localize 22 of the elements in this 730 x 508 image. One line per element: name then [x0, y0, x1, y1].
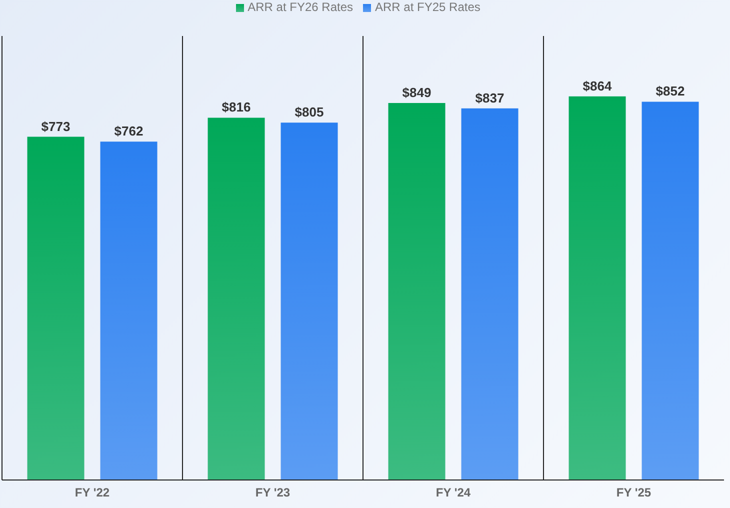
data-label: $773 [41, 118, 70, 134]
data-label: $816 [222, 100, 251, 115]
legend-label: ARR at FY26 Rates [248, 0, 353, 14]
data-label: $805 [294, 104, 324, 120]
data-label: $849 [402, 85, 432, 100]
bar [388, 103, 446, 480]
bar [642, 102, 699, 480]
x-tick-label: FY '25 [616, 486, 652, 500]
legend-label: ARR at FY25 Rates [375, 0, 480, 14]
data-label: $864 [582, 78, 612, 94]
bar [280, 122, 338, 480]
x-tick-label: FY '23 [255, 486, 290, 500]
bar [27, 136, 84, 480]
data-label: $762 [114, 124, 144, 139]
bar [100, 142, 158, 480]
data-label: $837 [475, 90, 504, 106]
data-label: $852 [656, 84, 685, 99]
bar [568, 96, 626, 480]
bar [208, 118, 265, 480]
x-tick-label: FY '24 [436, 486, 471, 500]
bar [461, 108, 518, 480]
x-tick-label: FY '22 [74, 486, 110, 500]
